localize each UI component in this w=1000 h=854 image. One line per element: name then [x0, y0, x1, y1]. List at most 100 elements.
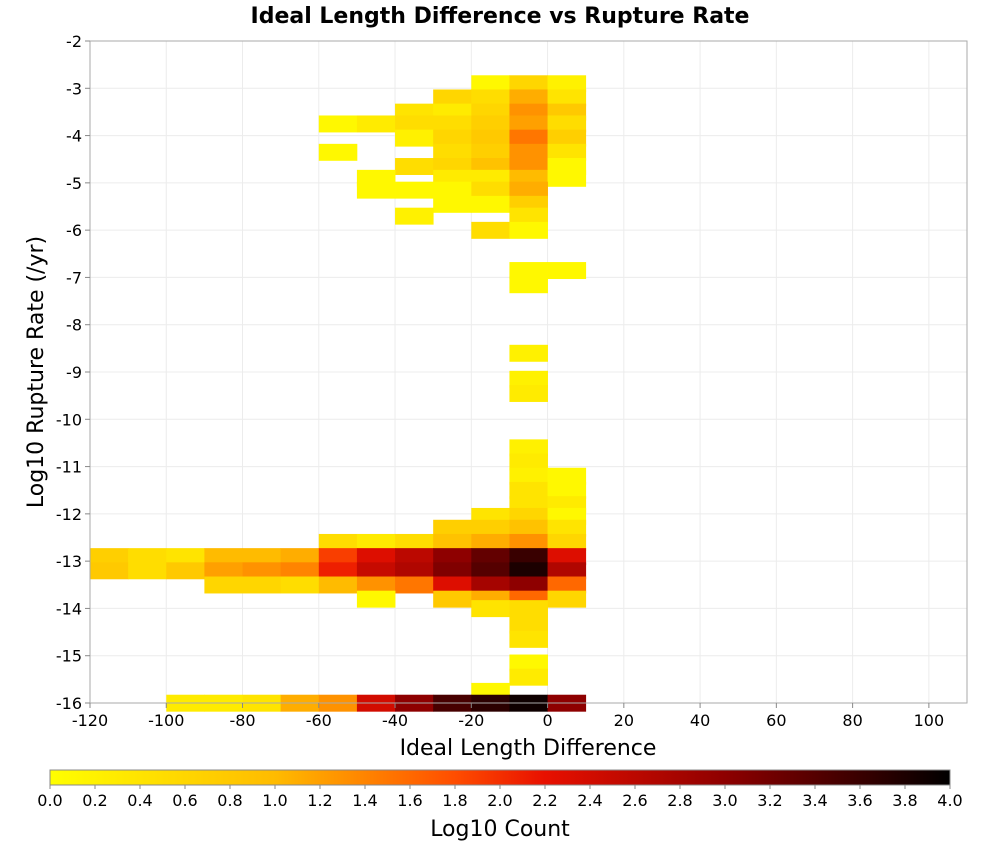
- heatmap-cell: [395, 562, 434, 580]
- y-tick-label: -13: [56, 552, 82, 571]
- heatmap-cell: [547, 533, 587, 551]
- heatmap-cell: [509, 668, 548, 686]
- y-tick-label: -15: [56, 647, 82, 666]
- y-tick-label: -4: [66, 127, 82, 146]
- heatmap-cell: [471, 221, 510, 239]
- heatmap-cell: [471, 129, 510, 147]
- heatmap-cell: [433, 89, 472, 107]
- x-tick-label: 100: [914, 711, 945, 730]
- heatmap-cell: [433, 519, 472, 537]
- heatmap-cell: [471, 562, 510, 580]
- colorbar-tick-label: 1.4: [352, 791, 377, 810]
- colorbar-tick-label: 0.4: [127, 791, 152, 810]
- heatmap-cell: [471, 195, 510, 213]
- colorbar-tick-label: 1.2: [307, 791, 332, 810]
- heatmap-cell: [242, 562, 282, 580]
- y-tick-label: -6: [66, 221, 82, 240]
- heatmap-cell: [280, 562, 320, 580]
- heatmap-cell: [471, 533, 510, 551]
- heatmap-cell: [242, 576, 282, 594]
- colorbar-tick-label: 2.8: [667, 791, 692, 810]
- heatmap-cell: [547, 89, 587, 107]
- heatmap-cell: [395, 181, 434, 199]
- y-tick-label: -5: [66, 174, 82, 193]
- colorbar-tick-label: 0.0: [37, 791, 62, 810]
- heatmap-cell: [433, 548, 472, 566]
- colorbar-tick-label: 3.0: [712, 791, 737, 810]
- heatmap-cell: [547, 519, 587, 537]
- colorbar-tick-label: 2.2: [532, 791, 557, 810]
- heatmap-cell: [471, 181, 510, 199]
- heatmap-cell: [318, 115, 358, 133]
- heatmap-cell: [471, 519, 510, 537]
- heatmap-cell: [509, 89, 548, 107]
- x-tick-label: -80: [229, 711, 255, 730]
- heatmap-cell: [204, 576, 243, 594]
- heatmap-cell: [509, 453, 548, 471]
- heatmap-cell: [128, 562, 167, 580]
- colorbar-tick-label: 2.0: [487, 791, 512, 810]
- heatmap-cell: [356, 533, 396, 551]
- x-tick-label: -60: [306, 711, 332, 730]
- heatmap-cell: [471, 548, 510, 566]
- heatmap-cell: [509, 519, 548, 537]
- heatmap-cell: [433, 576, 472, 594]
- colorbar-tick-label: 2.4: [577, 791, 602, 810]
- x-tick-label: 20: [614, 711, 634, 730]
- heatmap-cell: [509, 630, 548, 648]
- colorbar-tick-label: 3.4: [802, 791, 827, 810]
- colorbar-ticks: 0.0 0.2 0.4 0.6 0.8 1.0 1.2 1.4 1.6 1.8 2.0 2.2 2.4 2…: [37, 785, 963, 810]
- heatmap-cell: [433, 143, 472, 161]
- heatmap-cell: [395, 533, 434, 551]
- heatmap-cell: [509, 562, 548, 580]
- heatmap-cell: [433, 590, 472, 608]
- heatmap-cell: [318, 143, 358, 161]
- heatmap-cell: [547, 262, 587, 280]
- heatmap-cell: [433, 562, 472, 580]
- colorbar-tick-label: 0.2: [82, 791, 107, 810]
- colorbar-label: Log10 Count: [430, 817, 570, 842]
- heatmap-cell: [395, 158, 434, 175]
- heatmap-cell: [547, 75, 587, 93]
- heatmap-cell: [318, 576, 358, 594]
- x-tick-label: 80: [842, 711, 862, 730]
- heatmap-cell: [509, 207, 548, 225]
- heatmap-cell: [242, 548, 282, 566]
- x-tick-label: 0: [542, 711, 552, 730]
- x-tick-label: -20: [458, 711, 484, 730]
- heatmap-cells: [90, 75, 587, 712]
- colorbar-tick-label: 1.6: [397, 791, 422, 810]
- colorbar-tick-label: 4.0: [937, 791, 962, 810]
- heatmap-cell: [128, 548, 167, 566]
- y-tick-label: -10: [56, 410, 82, 429]
- heatmap-cell: [509, 115, 548, 133]
- x-tick-label: 40: [690, 711, 710, 730]
- heatmap-cell: [509, 600, 548, 618]
- heatmap-cell: [356, 181, 396, 199]
- heatmap-cell: [547, 129, 587, 147]
- heatmap-cell: [547, 467, 587, 485]
- colorbar-tick-label: 1.0: [262, 791, 287, 810]
- colorbar-tick-label: 3.8: [892, 791, 917, 810]
- heatmap-cell: [509, 370, 548, 388]
- heatmap-cell: [280, 576, 320, 594]
- heatmap-cell: [471, 576, 510, 594]
- colorbar-tick-label: 2.6: [622, 791, 647, 810]
- heatmap-cell: [509, 576, 548, 594]
- heatmap-cell: [356, 562, 396, 580]
- heatmap-cell: [547, 548, 587, 566]
- heatmap-cell: [509, 75, 548, 93]
- colorbar-tick-label: 3.6: [847, 791, 872, 810]
- heatmap-cell: [509, 344, 548, 362]
- y-tick-label: -3: [66, 79, 82, 98]
- colorbar-tick-label: 3.2: [757, 791, 782, 810]
- heatmap-cell: [395, 207, 434, 225]
- heatmap-cell: [204, 562, 243, 580]
- heatmap-cell: [318, 533, 358, 551]
- heatmap-cell: [280, 548, 320, 566]
- heatmap-cell: [509, 385, 548, 402]
- heatmap-cell: [509, 548, 548, 566]
- heatmap-cell: [509, 262, 548, 280]
- y-tick-label: -2: [66, 32, 82, 51]
